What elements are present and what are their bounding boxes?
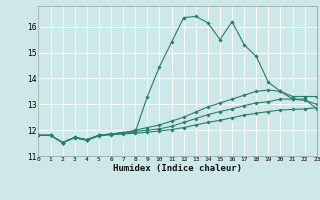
X-axis label: Humidex (Indice chaleur): Humidex (Indice chaleur): [113, 164, 242, 173]
